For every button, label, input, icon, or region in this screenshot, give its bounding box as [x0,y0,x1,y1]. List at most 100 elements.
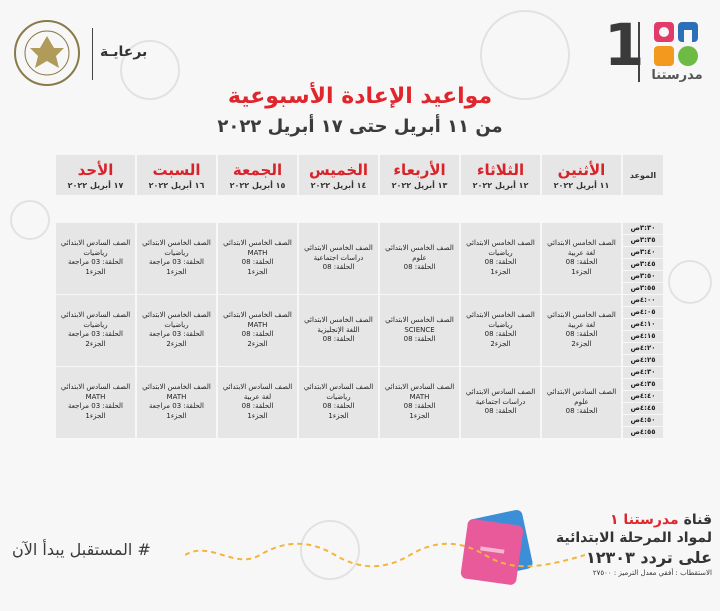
background-doodle [480,10,570,100]
day-name: الأحد [77,161,114,179]
tagline: # المستقبل يبدأ الآن [12,540,151,559]
day-date: ١٣ أبريل ٢٠٢٢ [391,181,448,190]
entry-line: الصف الخامس الابتدائي [223,239,292,248]
entry-line: الصف السادس الابتدائي [303,383,374,392]
entry-line: MATH [166,392,187,401]
entry-line: الصف السادس الابتدائي [465,388,536,397]
day-date: ١٧ أبريل ٢٠٢٢ [67,181,124,190]
entry-line: الصف الخامس الابتدائي [385,244,454,253]
time-label: ٤:١٥ص [630,332,656,341]
day-name: الأثنين [557,161,606,179]
time-label: ٤:٣٥ص [630,380,656,389]
entry-line: الجزء1 [247,267,268,276]
schedule-entry: الصف الخامس الابتدائي MATH الحلقة: 08 الجزء… [218,295,297,366]
entry-line: الصف الخامس الابتدائي [547,311,616,320]
entry-line: الجزء2 [166,339,187,348]
entry-line: SCIENCE [404,325,435,334]
madrasatona-logo-icon [654,22,698,66]
entry-line: الجزء1 [328,411,349,420]
time-slot: ٤:٠٠ص [623,295,663,306]
entry-line: الجزء1 [409,411,430,420]
entry-line: لغة عربية [567,248,596,257]
day-name: الأربعاء [393,161,446,179]
schedule-entry: الصف السادس الابتدائي رياضيات الحلقة: 03 م… [56,223,135,294]
day-header: الجمعة ١٥ أبريل ٢٠٢٢ [218,155,297,195]
day-header: الأربعاء ١٣ أبريل ٢٠٢٢ [380,155,459,195]
background-doodle [120,40,180,100]
schedule-entry: الصف الخامس الابتدائي اللغة الإنجليزية الح… [299,295,378,366]
entry-line: الجزء1 [166,411,187,420]
entry-line: رياضيات [164,320,189,329]
time-label: ٣:٣٠ص [630,224,656,233]
entry-line: الصف الخامس الابتدائي [304,244,373,253]
entry-line: الحلقة: 03 مراجعة [68,258,123,267]
time-slot: ٤:٢٥ص [623,355,663,366]
schedule-entry: الصف الخامس الابتدائي رياضيات الحلقة: 03 م… [137,295,216,366]
page-title: مواعيد الإعادة الأسبوعية [227,84,493,109]
channel-name: مدرستنا ١ [610,512,679,528]
entry-line: الصف السادس الابتدائي [60,239,131,248]
ministry-seal-icon [14,20,80,86]
entry-line: الصف السادس الابتدائي [60,311,131,320]
entry-line: الصف الخامس الابتدائي [142,311,211,320]
schedule-entry: الصف السادس الابتدائي علوم الحلقة: 08 [542,367,621,438]
time-label: ٤:٤٠ص [630,392,656,401]
time-slot: ٣:٤٥ص [623,259,663,270]
decorative-wave-icon [185,542,585,568]
schedule-entry: الصف السادس الابتدائي دراسات اجتماعية الحل… [461,367,540,438]
time-slot: ٤:٣٠ص [623,367,663,378]
time-slot: ٤:١٠ص [623,319,663,330]
entry-line: الحلقة: 08 [403,335,436,344]
page-subtitle: من ١١ أبريل حتى ١٧ أبريل ٢٠٢٢ [217,116,503,137]
entry-line: الحلقة: 03 مراجعة [149,330,204,339]
day-name: الثلاثاء [476,161,525,179]
entry-line: الحلقة: 03 مراجعة [68,330,123,339]
entry-line: الجزء2 [490,339,511,348]
entry-line: الصف الخامس الابتدائي [466,239,535,248]
time-slot: ٣:٥٠ص [623,271,663,282]
day-header: الثلاثاء ١٢ أبريل ٢٠٢٢ [461,155,540,195]
day-name: الخميس [309,161,368,179]
schedule-entry: الصف الخامس الابتدائي SCIENCE الحلقة: 08 [380,295,459,366]
entry-line: الحلقة: 08 [322,335,355,344]
channel-frequency: على تردد ١٢٣٠٣ [586,548,712,567]
entry-line: الجزء2 [85,339,106,348]
sponsor-label: برعايـة [100,44,148,60]
entry-line: الصف السادس الابتدائي [60,383,131,392]
folder-illustration-icon [460,509,533,585]
time-slot: ٣:٤٠ص [623,247,663,258]
entry-line: علوم [412,253,427,262]
entry-line: الحلقة: 08 [565,407,598,416]
entry-line: الحلقة: 08 [322,402,355,411]
entry-line: MATH [409,392,430,401]
time-label: ٣:٥٥ص [630,284,656,293]
entry-line: الجزء1 [571,267,592,276]
entry-line: رياضيات [326,392,351,401]
background-doodle [10,200,50,240]
time-slot: ٤:٥٠ص [623,415,663,426]
schedule-entry: الصف السادس الابتدائي لغة عربية الحلقة: 08… [218,367,297,438]
entry-line: الحلقة: 08 [484,330,517,339]
entry-line: الصف السادس الابتدائي [222,383,293,392]
schedule-entry: الصف الخامس الابتدائي رياضيات الحلقة: 08 ال… [461,295,540,366]
channel-prefix: قناة [683,512,712,528]
entry-line: الجزء2 [247,339,268,348]
time-label: ٣:٣٥ص [630,236,656,245]
entry-line: الصف الخامس الابتدائي [547,239,616,248]
entry-line: الصف السادس الابتدائي [546,388,617,397]
time-slot: ٤:٤٠ص [623,391,663,402]
day-name: الجمعة [232,161,283,179]
time-label: ٤:٥٠ص [630,416,656,425]
entry-line: الحلقة: 03 مراجعة [149,258,204,267]
entry-line: الجزء1 [85,267,106,276]
entry-line: الجزء1 [490,267,511,276]
time-slot: ٤:١٥ص [623,331,663,342]
entry-line: الصف الخامس الابتدائي [142,383,211,392]
time-label: ٣:٤٠ص [630,248,656,257]
entry-line: الحلقة: 08 [565,330,598,339]
day-date: ١٢ أبريل ٢٠٢٢ [472,181,529,190]
time-label: ٣:٤٥ص [630,260,656,269]
background-doodle [300,520,360,580]
time-slot: ٤:٢٠ص [623,343,663,354]
entry-line: الحلقة: 03 مراجعة [68,402,123,411]
